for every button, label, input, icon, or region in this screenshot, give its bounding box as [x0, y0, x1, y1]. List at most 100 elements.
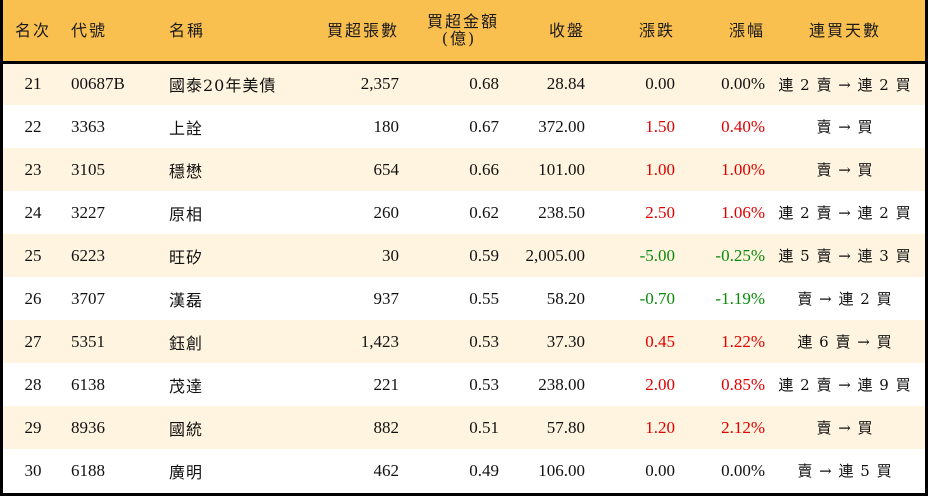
table-row: 23 3105 穩懋 654 0.66 101.00 1.00 1.00% 賣 …	[3, 148, 925, 191]
header-close: 收盤	[548, 20, 585, 40]
cell-code: 3707	[71, 288, 105, 308]
cell-rank: 26	[24, 288, 42, 308]
cell-rank: 25	[24, 245, 42, 265]
cell-close: 101.00	[538, 159, 585, 179]
cell-net-buy-lots: 654	[373, 159, 400, 179]
cell-close: 238.50	[538, 202, 585, 222]
net-buy-ranking-table: 名次 代號 名稱 買超張數 買超金額 (億) 收盤 漲跌 漲幅 連買天數 21 …	[3, 0, 925, 492]
cell-code: 8936	[71, 417, 105, 437]
cell-streak: 連 2 賣 → 連 2 買	[778, 75, 912, 94]
header-change-pct: 漲幅	[728, 20, 765, 40]
cell-code: 6223	[71, 245, 105, 265]
header-net-buy-amount: 買超金額 (億)	[399, 0, 499, 62]
cell-name: 國泰20年美債	[169, 76, 277, 96]
cell-rank: 24	[24, 202, 42, 222]
cell-close: 28.84	[546, 74, 585, 94]
cell-net-buy-lots: 937	[373, 288, 400, 308]
table-row: 30 6188 廣明 462 0.49 106.00 0.00 0.00% 賣 …	[3, 449, 925, 492]
table-row: 21 00687B 國泰20年美債 2,357 0.68 28.84 0.00 …	[3, 62, 925, 105]
cell-close: 37.30	[546, 331, 585, 351]
cell-change: -0.70	[639, 288, 675, 308]
cell-net-buy-lots: 221	[373, 374, 400, 394]
table-row: 22 3363 上詮 180 0.67 372.00 1.50 0.40% 賣 …	[3, 105, 925, 148]
cell-name: 廣明	[169, 462, 204, 482]
cell-net-buy-amount: 0.59	[469, 245, 499, 265]
table-row: 24 3227 原相 260 0.62 238.50 2.50 1.06% 連 …	[3, 191, 925, 234]
cell-name: 上詮	[169, 118, 204, 138]
cell-net-buy-lots: 2,357	[360, 74, 399, 94]
cell-name: 原相	[169, 204, 204, 224]
cell-net-buy-amount: 0.55	[469, 288, 499, 308]
header-streak: 連買天數	[808, 20, 881, 40]
cell-net-buy-amount: 0.66	[469, 159, 499, 179]
cell-net-buy-lots: 180	[373, 116, 400, 136]
cell-rank: 23	[24, 159, 42, 179]
cell-change-pct: 0.40%	[721, 116, 765, 136]
cell-rank: 21	[24, 74, 42, 94]
cell-rank: 22	[24, 116, 42, 136]
cell-rank: 28	[24, 374, 42, 394]
table-row: 29 8936 國統 882 0.51 57.80 1.20 2.12% 賣 →…	[3, 406, 925, 449]
header-net-buy-lots: 買超張數	[326, 20, 399, 40]
cell-streak: 賣 → 買	[816, 419, 874, 437]
cell-code: 00687B	[71, 74, 125, 94]
cell-net-buy-amount: 0.62	[469, 202, 499, 222]
cell-net-buy-amount: 0.67	[469, 116, 499, 136]
cell-change: 1.00	[645, 159, 675, 179]
header-net-buy-amount-line2: (億)	[441, 29, 477, 49]
cell-rank: 27	[24, 331, 42, 351]
cell-change: 1.50	[645, 116, 675, 136]
cell-net-buy-lots: 260	[373, 202, 400, 222]
cell-code: 5351	[71, 331, 105, 351]
cell-streak: 連 2 賣 → 連 2 買	[778, 204, 912, 222]
cell-net-buy-lots: 462	[373, 460, 400, 480]
table-row: 26 3707 漢磊 937 0.55 58.20 -0.70 -1.19% 賣…	[3, 277, 925, 320]
cell-name: 穩懋	[169, 161, 204, 181]
cell-name: 漢磊	[169, 290, 204, 310]
table-row: 28 6138 茂達 221 0.53 238.00 2.00 0.85% 連 …	[3, 363, 925, 406]
cell-name: 國統	[169, 419, 204, 439]
cell-change-pct: 1.00%	[721, 159, 765, 179]
cell-streak: 連 2 賣 → 連 9 買	[778, 376, 912, 394]
cell-change: 2.00	[645, 374, 675, 394]
cell-change: 2.50	[645, 202, 675, 222]
cell-name: 鈺創	[169, 333, 204, 353]
header-rank: 名次	[14, 20, 51, 40]
cell-change-pct: 1.06%	[721, 202, 765, 222]
cell-change: 0.00	[645, 460, 675, 480]
cell-net-buy-amount: 0.53	[469, 331, 499, 351]
cell-close: 106.00	[538, 460, 585, 480]
table-body: 21 00687B 國泰20年美債 2,357 0.68 28.84 0.00 …	[3, 62, 925, 492]
cell-net-buy-amount: 0.51	[469, 417, 499, 437]
cell-net-buy-amount: 0.68	[469, 74, 499, 94]
cell-rank: 29	[24, 417, 42, 437]
cell-streak: 連 5 賣 → 連 3 買	[778, 247, 912, 265]
cell-change-pct: -1.19%	[715, 288, 765, 308]
cell-net-buy-lots: 30	[382, 245, 399, 265]
cell-close: 57.80	[546, 417, 585, 437]
cell-net-buy-amount: 0.49	[469, 460, 499, 480]
cell-close: 372.00	[538, 116, 585, 136]
cell-change: -5.00	[639, 245, 675, 265]
table-row: 27 5351 鈺創 1,423 0.53 37.30 0.45 1.22% 連…	[3, 320, 925, 363]
cell-streak: 賣 → 買	[816, 161, 874, 179]
cell-code: 6188	[71, 460, 105, 480]
cell-change-pct: -0.25%	[715, 245, 765, 265]
cell-net-buy-lots: 882	[373, 417, 400, 437]
cell-name: 茂達	[169, 376, 204, 396]
table-row: 25 6223 旺矽 30 0.59 2,005.00 -5.00 -0.25%…	[3, 234, 925, 277]
cell-name: 旺矽	[169, 247, 204, 267]
cell-change-pct: 2.12%	[721, 417, 765, 437]
header-code: 代號	[71, 20, 108, 40]
cell-streak: 賣 → 連 5 買	[797, 462, 893, 480]
cell-streak: 賣 → 連 2 買	[797, 290, 893, 308]
cell-change: 0.00	[645, 74, 675, 94]
table-header-row: 名次 代號 名稱 買超張數 買超金額 (億) 收盤 漲跌 漲幅 連買天數	[3, 0, 925, 62]
cell-net-buy-amount: 0.53	[469, 374, 499, 394]
cell-change: 1.20	[645, 417, 675, 437]
header-change: 漲跌	[638, 20, 675, 40]
header-name: 名稱	[169, 20, 206, 40]
cell-change: 0.45	[645, 331, 675, 351]
cell-code: 6138	[71, 374, 105, 394]
cell-streak: 連 6 賣 → 買	[797, 333, 893, 351]
